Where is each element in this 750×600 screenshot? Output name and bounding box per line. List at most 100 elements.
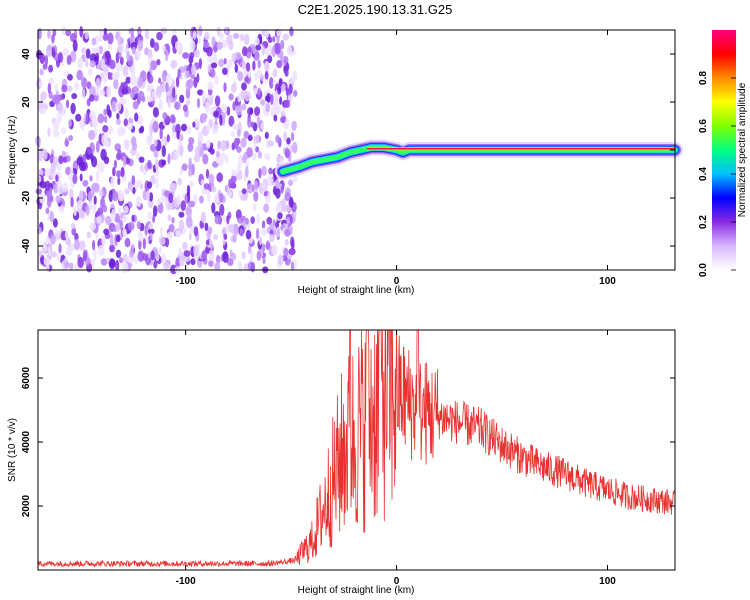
noise-cell <box>88 191 92 203</box>
noise-cell <box>126 51 131 62</box>
noise-cell <box>64 230 69 240</box>
noise-cell <box>152 205 158 217</box>
noise-cell <box>102 71 109 83</box>
noise-cell <box>232 32 240 39</box>
noise-cell <box>222 67 228 76</box>
noise-cell <box>137 79 142 88</box>
noise-cell <box>100 258 108 266</box>
noise-cell <box>89 222 96 231</box>
noise-cell <box>114 72 120 80</box>
noise-cell <box>131 46 137 55</box>
noise-cell <box>290 261 295 271</box>
noise-cell <box>231 83 237 93</box>
noise-cell <box>247 46 252 53</box>
spectrogram-y-tick-label: 40 <box>21 48 32 60</box>
noise-cell <box>164 49 169 62</box>
noise-cell <box>218 58 225 67</box>
noise-cell <box>85 112 89 125</box>
noise-cell <box>79 25 84 38</box>
noise-cell <box>172 87 176 99</box>
noise-cell <box>95 46 100 54</box>
noise-cell <box>66 85 73 92</box>
noise-cell <box>152 107 159 118</box>
noise-cell <box>261 165 267 176</box>
noise-cell <box>203 183 210 190</box>
noise-cell <box>136 195 142 208</box>
noise-cell <box>129 249 135 258</box>
noise-cell <box>245 62 251 72</box>
noise-cell <box>185 87 191 100</box>
noise-cell <box>40 254 45 265</box>
noise-cell <box>193 76 198 89</box>
noise-cell <box>281 105 286 116</box>
noise-cell <box>189 40 196 52</box>
noise-cell <box>287 94 294 102</box>
noise-cell <box>57 183 65 195</box>
noise-cell <box>272 68 278 78</box>
noise-cell <box>91 182 99 191</box>
noise-cell <box>267 55 273 64</box>
noise-cell <box>61 150 66 158</box>
noise-cell <box>290 236 295 248</box>
noise-cell <box>122 65 129 77</box>
noise-cell <box>248 244 252 254</box>
noise-cell <box>263 203 270 213</box>
noise-cell <box>39 53 46 65</box>
noise-cell <box>95 34 99 46</box>
noise-cell <box>49 210 54 223</box>
noise-cell <box>205 239 210 246</box>
noise-cell <box>120 166 125 178</box>
noise-cell <box>170 264 178 275</box>
noise-cell <box>45 207 50 215</box>
noise-cell <box>101 134 109 146</box>
spectrogram-x-ticks: -100 0 100 <box>176 30 616 287</box>
noise-cell <box>207 190 211 202</box>
noise-cell <box>103 156 110 165</box>
noise-cell <box>230 131 236 138</box>
noise-cell <box>149 123 154 135</box>
noise-cell <box>284 229 291 237</box>
noise-cell <box>206 139 211 149</box>
noise-cell <box>41 243 48 254</box>
noise-cell <box>284 192 292 202</box>
noise-cell <box>269 233 275 243</box>
noise-cell <box>39 193 46 204</box>
noise-cell <box>79 173 83 182</box>
noise-cell <box>176 130 180 140</box>
noise-cell <box>120 127 127 136</box>
noise-cell <box>244 76 250 83</box>
noise-cell <box>88 129 96 141</box>
noise-cell <box>219 152 227 162</box>
noise-cell <box>171 183 178 190</box>
noise-cell <box>144 224 148 236</box>
noise-cell <box>134 112 139 122</box>
snr-y-ticks: 2000 4000 6000 <box>21 366 675 517</box>
noise-cell <box>187 125 192 135</box>
noise-cell <box>253 135 260 144</box>
spectrogram-x-tick-label: 0 <box>394 276 400 287</box>
noise-cell <box>150 38 155 48</box>
noise-cell <box>70 102 76 115</box>
noise-cell <box>92 239 96 251</box>
noise-cell <box>241 82 247 91</box>
noise-cell <box>223 58 227 65</box>
noise-cell <box>122 214 128 223</box>
colorbar-tick-label: 0.2 <box>698 215 709 229</box>
noise-cell <box>249 107 254 115</box>
noise-cell <box>266 216 273 225</box>
noise-cell <box>98 28 104 38</box>
noise-cell <box>109 59 116 70</box>
noise-cell <box>242 60 246 71</box>
noise-cell <box>202 153 209 165</box>
noise-cell <box>138 239 142 250</box>
noise-cell <box>291 120 297 131</box>
noise-cell <box>240 137 247 148</box>
noise-cell <box>177 68 181 79</box>
noise-cell <box>196 98 201 109</box>
noise-cell <box>122 81 128 92</box>
signal-track <box>274 139 683 180</box>
noise-cell <box>280 39 285 50</box>
noise-cell <box>250 216 255 225</box>
noise-cell <box>71 93 78 100</box>
noise-cell <box>288 83 293 95</box>
